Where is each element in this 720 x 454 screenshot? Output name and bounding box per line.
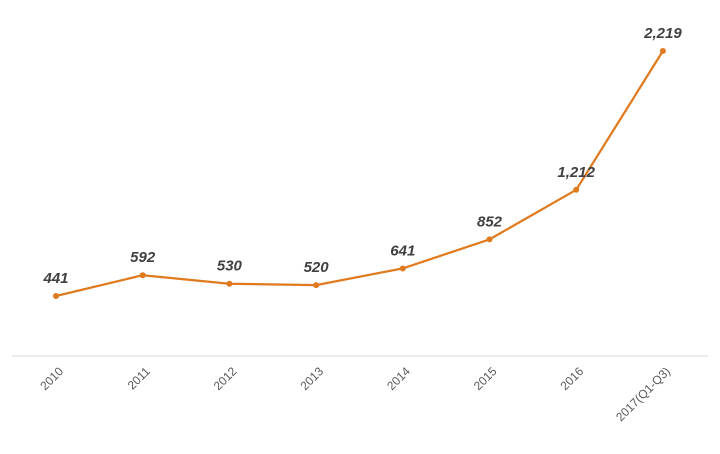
data-label-2012: 530 <box>217 258 243 275</box>
data-label-2014: 641 <box>390 242 415 259</box>
x-tick-labels: 2010 2011 2012 2013 2014 2015 2016 2017(Q1-Q3) <box>37 364 673 424</box>
x-tick-label-2015: 2015 <box>471 364 500 393</box>
data-point-2012 <box>226 280 233 287</box>
data-point-2011 <box>139 272 146 279</box>
data-point-2014 <box>399 265 406 272</box>
data-point-2010 <box>53 293 59 299</box>
data-label-2017(Q1-Q3): 2,219 <box>643 25 682 42</box>
data-label-2010: 441 <box>42 270 68 287</box>
x-tick-label-2016: 2016 <box>558 364 587 393</box>
x-tick-label-2010: 2010 <box>37 364 66 393</box>
data-point-2016 <box>573 186 580 193</box>
data-label-2016: 1,212 <box>557 164 595 181</box>
data-point-2013 <box>313 282 320 289</box>
x-tick-label-2012: 2012 <box>211 364 240 393</box>
data-label-2011: 592 <box>130 249 156 266</box>
x-tick-label-2014: 2014 <box>384 364 413 393</box>
x-tick-label-2011: 2011 <box>125 364 153 392</box>
x-tick-label-2013: 2013 <box>297 364 326 393</box>
data-label-2015: 852 <box>477 213 503 230</box>
data-point-2015 <box>486 236 493 243</box>
series-layer: 441 592 530 520 641 852 1,212 2,219 <box>42 25 682 299</box>
series-line <box>55 50 664 298</box>
data-label-2013: 520 <box>304 259 330 276</box>
x-tick-label-2017(Q1-Q3): 2017(Q1-Q3) <box>613 364 673 424</box>
data-point-2017(Q1-Q3) <box>659 48 666 54</box>
